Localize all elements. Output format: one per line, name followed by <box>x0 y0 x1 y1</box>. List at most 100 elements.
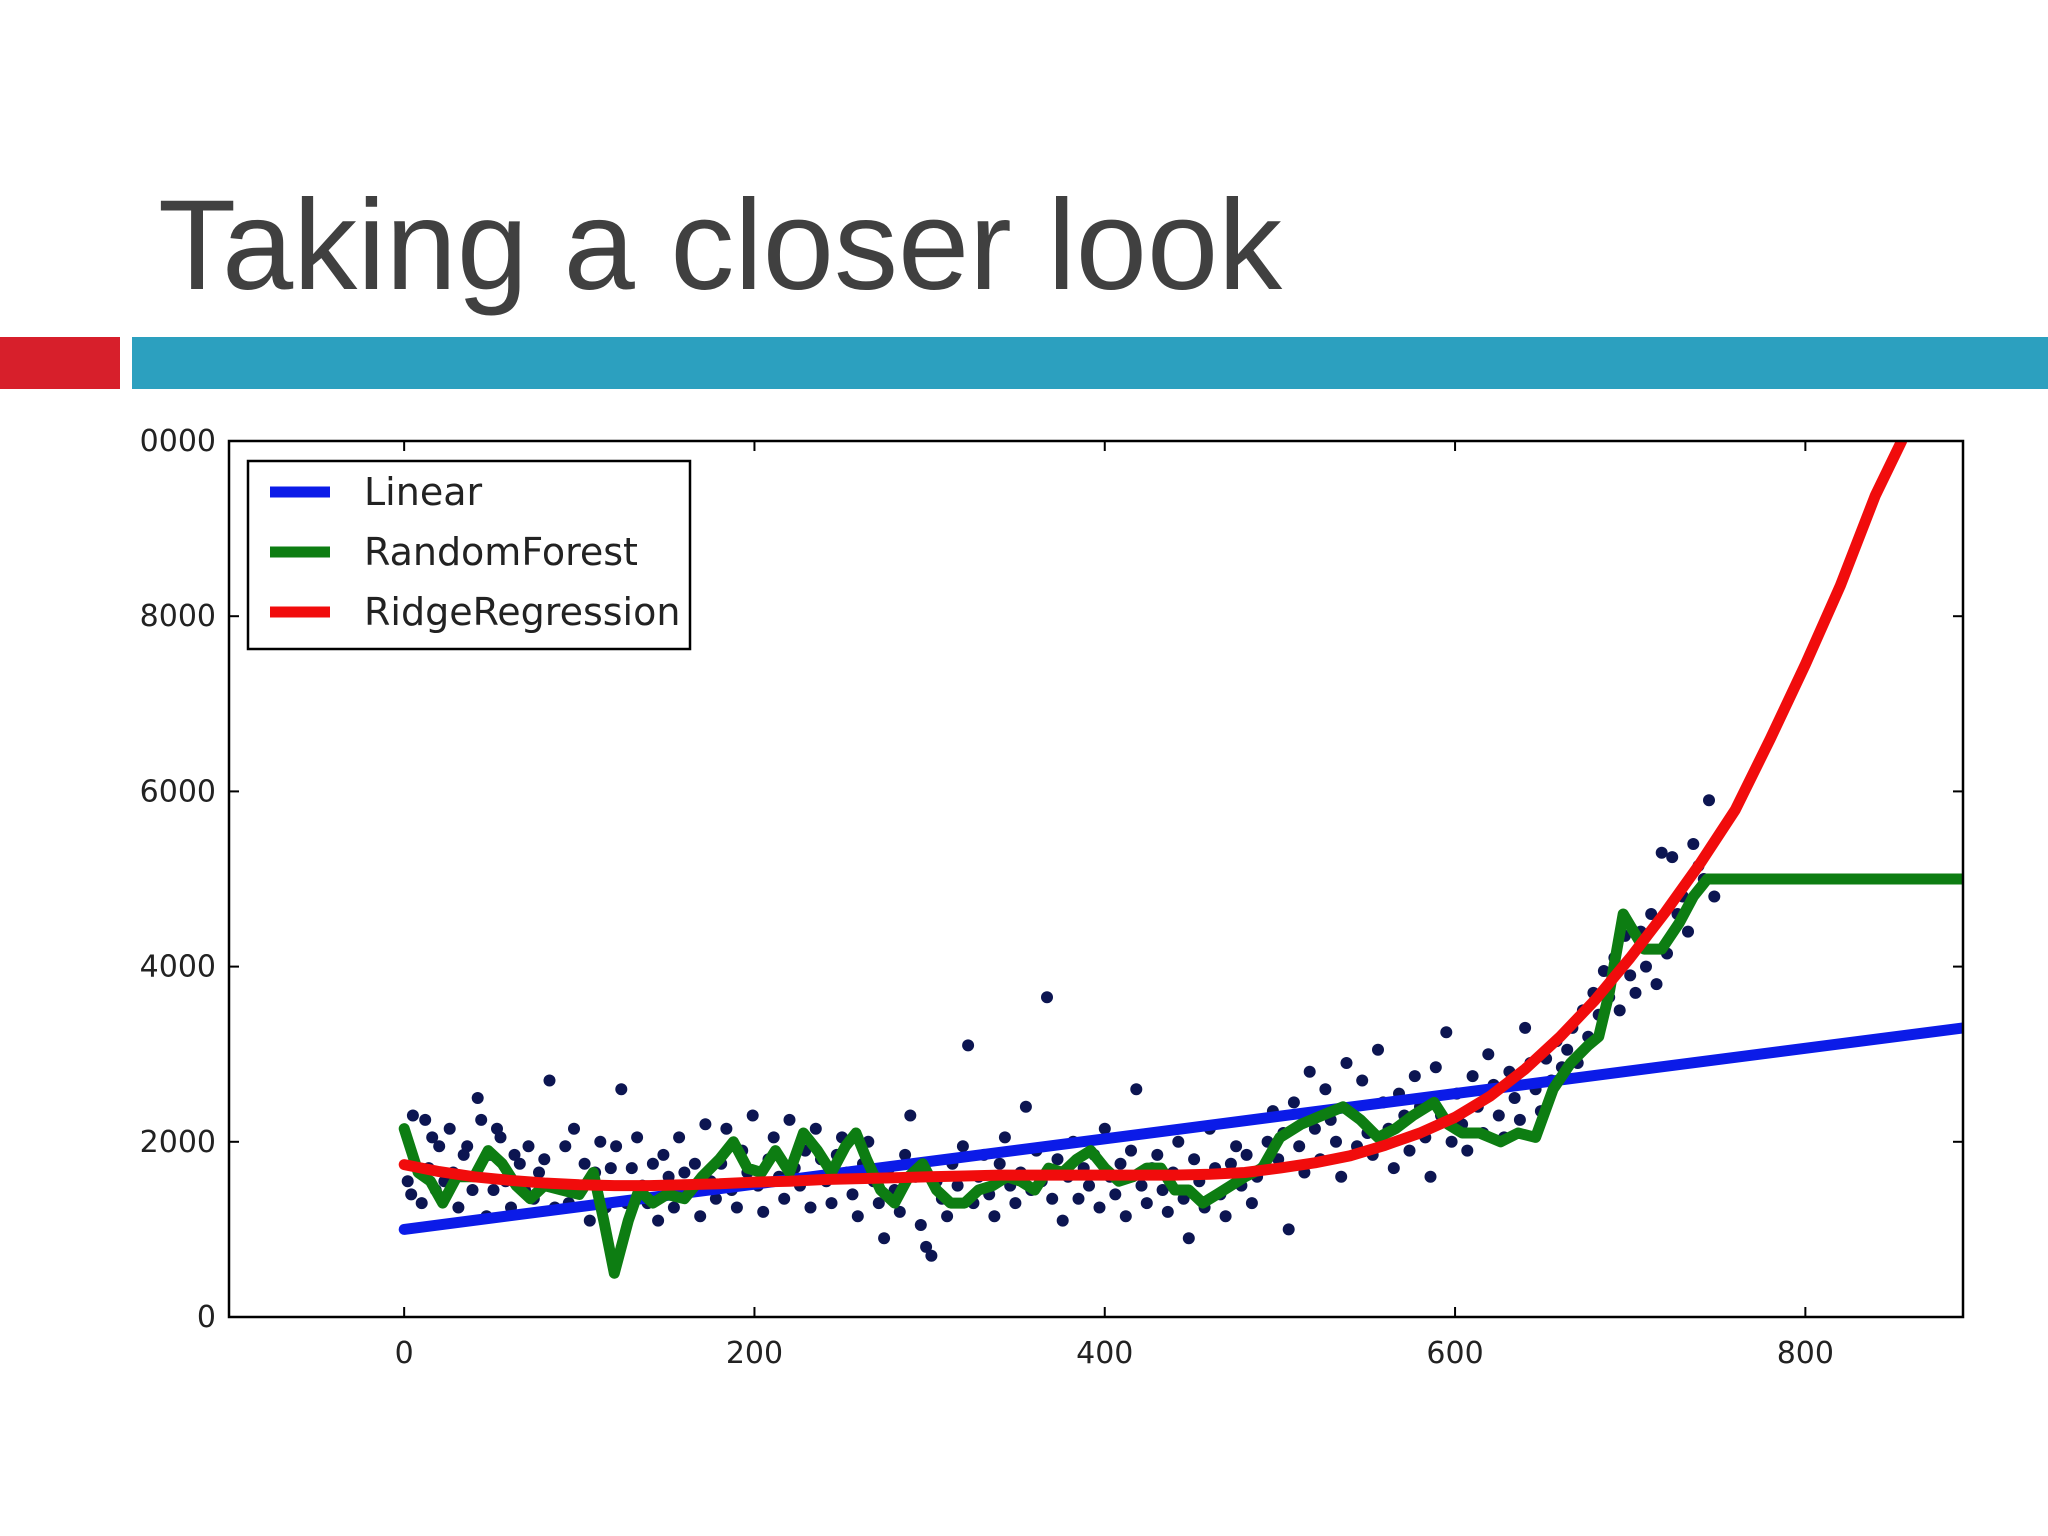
x-tick-label: 600 <box>1426 1336 1483 1371</box>
scatter-point <box>433 1140 446 1153</box>
scatter-point <box>1640 960 1652 973</box>
scatter-point <box>667 1201 680 1214</box>
scatter-point <box>466 1184 479 1196</box>
scatter-point <box>568 1122 580 1135</box>
scatter-point <box>538 1153 551 1166</box>
scatter-point <box>878 1232 891 1245</box>
legend-label: Linear <box>364 470 482 514</box>
scatter-point <box>1330 1135 1342 1148</box>
scatter-point <box>1119 1210 1132 1223</box>
scatter-point <box>1046 1192 1059 1205</box>
scatter-point <box>1041 991 1053 1004</box>
scatter-point <box>1219 1210 1232 1223</box>
scatter-point <box>513 1157 526 1170</box>
scatter-point <box>1655 846 1668 859</box>
scatter-point <box>699 1118 712 1131</box>
scatter-point <box>652 1214 665 1227</box>
scatter-point <box>1519 1021 1532 1034</box>
scatter-point <box>1083 1179 1095 1192</box>
scatter-point <box>709 1192 722 1205</box>
scatter-point <box>730 1201 743 1214</box>
scatter-point <box>1335 1170 1348 1183</box>
scatter-point <box>1098 1122 1111 1135</box>
scatter-point <box>615 1083 628 1096</box>
scatter-point <box>1440 1026 1453 1039</box>
scatter-point <box>1245 1197 1258 1210</box>
scatter-point <box>657 1148 670 1161</box>
scatter-point <box>783 1113 796 1126</box>
scatter-point <box>872 1197 885 1210</box>
scatter-point <box>1340 1057 1353 1069</box>
scatter-point <box>1372 1043 1384 1056</box>
scatter-point <box>494 1131 507 1144</box>
scatter-point <box>1293 1140 1306 1153</box>
scatter-point <box>1356 1074 1369 1087</box>
scatter-point <box>1051 1153 1064 1166</box>
x-tick-label: 800 <box>1777 1336 1834 1371</box>
scatter-point <box>1387 1162 1400 1175</box>
scatter-point <box>461 1140 474 1153</box>
scatter-point <box>1687 838 1700 850</box>
series-line-randomforest <box>398 873 1963 1279</box>
scatter-point <box>1109 1188 1122 1201</box>
scatter-point <box>673 1131 686 1144</box>
scatter-point <box>631 1131 644 1144</box>
x-tick-label: 200 <box>726 1336 783 1371</box>
scatter-point <box>1408 1070 1421 1083</box>
legend-label: RandomForest <box>364 530 638 574</box>
scatter-point <box>508 1148 521 1161</box>
scatter-point <box>1492 1109 1505 1122</box>
scatter-point <box>914 1219 927 1231</box>
scatter-point <box>578 1157 591 1170</box>
scatter-point <box>543 1074 556 1087</box>
scatter-point <box>406 1109 419 1122</box>
scatter-point <box>471 1092 484 1104</box>
scatter-point <box>1666 851 1679 864</box>
scatter-point <box>962 1039 975 1052</box>
scatter-point <box>688 1157 701 1170</box>
scatter-point <box>625 1162 638 1175</box>
scatter-point <box>1561 1043 1574 1056</box>
scatter-point <box>1624 969 1637 982</box>
scatter-point <box>1703 794 1715 807</box>
scatter-point <box>778 1192 791 1205</box>
legend: Linear RandomForest RidgeRegression <box>246 459 692 651</box>
scatter-point <box>804 1201 817 1214</box>
scatter-point <box>443 1122 456 1135</box>
scatter-point <box>988 1210 1001 1223</box>
scatter-point <box>1093 1201 1106 1214</box>
scatter-point <box>809 1122 822 1135</box>
scatter-point <box>851 1210 864 1223</box>
scatter-point <box>956 1140 969 1153</box>
scatter-point <box>1130 1083 1143 1096</box>
y-tick-label: 6000 <box>140 774 216 809</box>
scatter-point <box>846 1188 859 1201</box>
scatter-point <box>487 1184 500 1196</box>
scatter-point <box>1156 1184 1169 1196</box>
accent-bar-teal <box>132 337 2048 389</box>
scatter-point <box>1151 1148 1164 1161</box>
scatter-point <box>1482 1048 1495 1061</box>
scatter-point <box>1009 1197 1022 1210</box>
y-tick-label: 8000 <box>140 599 216 634</box>
scatter-point <box>533 1166 545 1179</box>
scatter-point <box>475 1113 488 1126</box>
scatter-point <box>1287 1096 1300 1109</box>
y-tick-label: 0 <box>197 1300 216 1335</box>
scatter-point <box>1319 1083 1332 1096</box>
scatter-point <box>1135 1179 1148 1192</box>
scatter-point <box>1140 1197 1153 1210</box>
scatter-point <box>405 1188 418 1201</box>
scatter-point <box>1650 978 1663 991</box>
scatter-point <box>1303 1065 1316 1078</box>
scatter-point <box>893 1205 906 1218</box>
scatter-point <box>1282 1223 1295 1236</box>
scatter-point <box>767 1131 780 1144</box>
scatter-point <box>1429 1061 1442 1074</box>
scatter-point <box>1424 1170 1437 1183</box>
scatter-point <box>1056 1214 1069 1227</box>
scatter-point <box>1224 1157 1237 1170</box>
scatter-point <box>1445 1135 1458 1148</box>
scatter-point <box>825 1197 838 1210</box>
